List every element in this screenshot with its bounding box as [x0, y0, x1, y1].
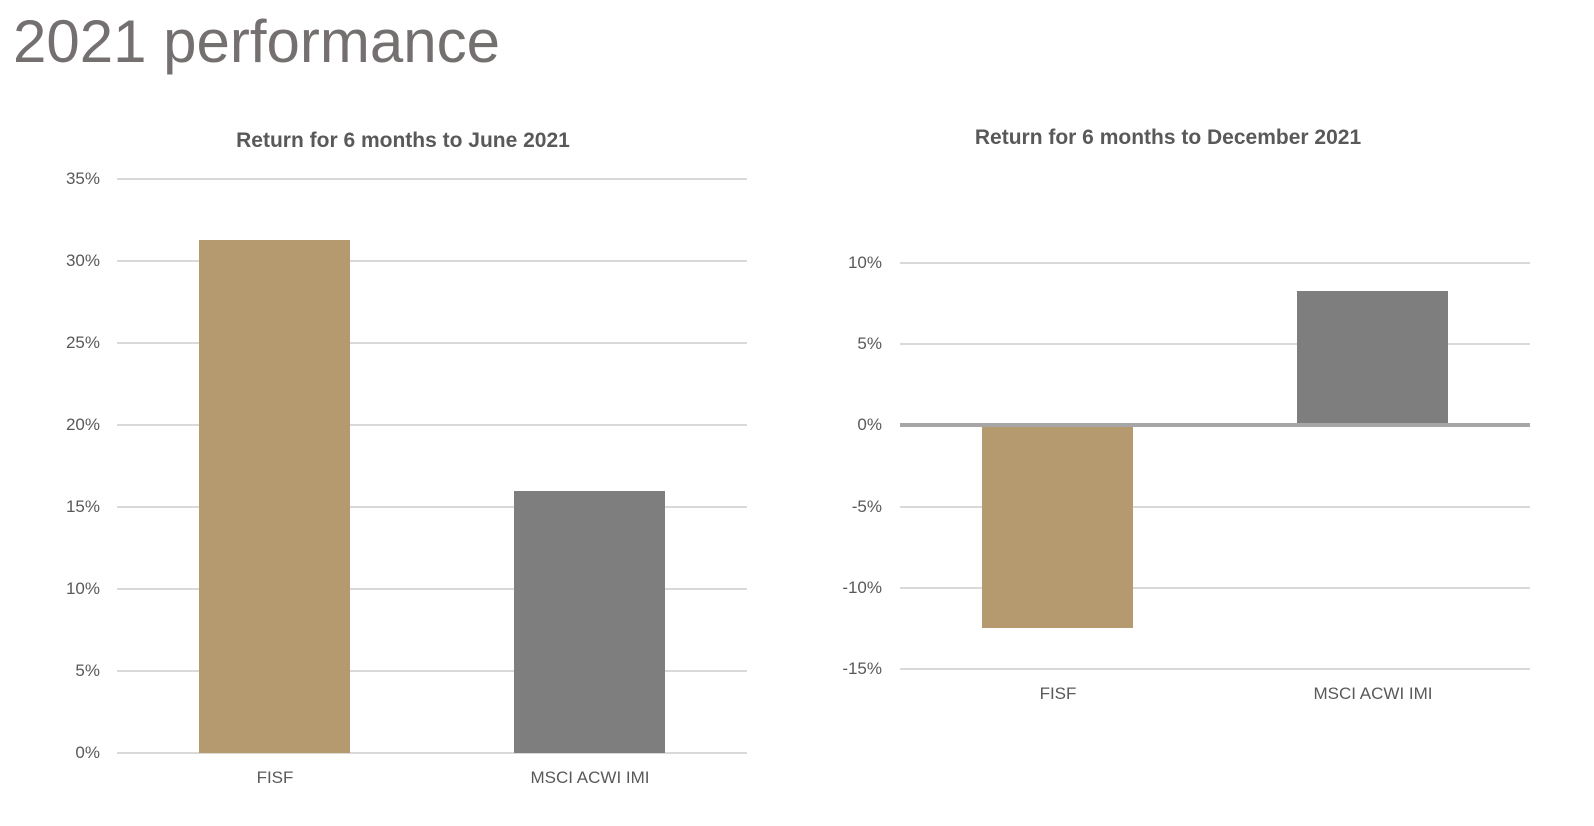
bar-fisf	[982, 425, 1133, 628]
y-tick-label: 35%	[65, 169, 100, 188]
y-tick-label: -10%	[842, 578, 882, 597]
gridline	[117, 506, 747, 508]
y-tick-label: 5%	[857, 334, 882, 353]
gridline	[117, 424, 747, 426]
gridline	[900, 262, 1530, 264]
y-tick-label: 25%	[65, 333, 100, 352]
gridline	[900, 506, 1530, 508]
bar-msci-acwi-imi	[514, 491, 665, 753]
x-axis-label: FISF	[256, 768, 294, 787]
y-tick-label: 10%	[65, 579, 100, 598]
gridline	[117, 670, 747, 672]
x-axis-label: FISF	[1039, 684, 1077, 703]
y-tick-label: 15%	[65, 497, 100, 516]
gridline	[117, 178, 747, 180]
y-tick-label: 5%	[75, 661, 100, 680]
y-tick-label: 0%	[857, 415, 882, 434]
y-tick-label: 0%	[75, 743, 100, 762]
chart-title-june: Return for 6 months to June 2021	[236, 129, 570, 152]
x-axis-label: MSCI ACWI IMI	[530, 768, 650, 787]
gridline	[117, 260, 747, 262]
gridline	[117, 342, 747, 344]
y-tick-label: -5%	[851, 497, 882, 516]
y-tick-label: 20%	[65, 415, 100, 434]
page-title: 2021 performance	[13, 8, 500, 75]
y-tick-label: -15%	[842, 659, 882, 678]
zero-axis-line	[900, 423, 1530, 427]
bar-fisf	[199, 240, 350, 753]
gridline	[900, 343, 1530, 345]
bar-msci-acwi-imi	[1297, 291, 1448, 426]
chart-title-december: Return for 6 months to December 2021	[974, 126, 1362, 149]
y-tick-label: 30%	[65, 251, 100, 270]
gridline	[900, 587, 1530, 589]
gridline	[117, 588, 747, 590]
x-axis-label: MSCI ACWI IMI	[1313, 684, 1433, 703]
gridline	[900, 668, 1530, 670]
gridline	[117, 752, 747, 754]
y-tick-label: 10%	[847, 253, 882, 272]
